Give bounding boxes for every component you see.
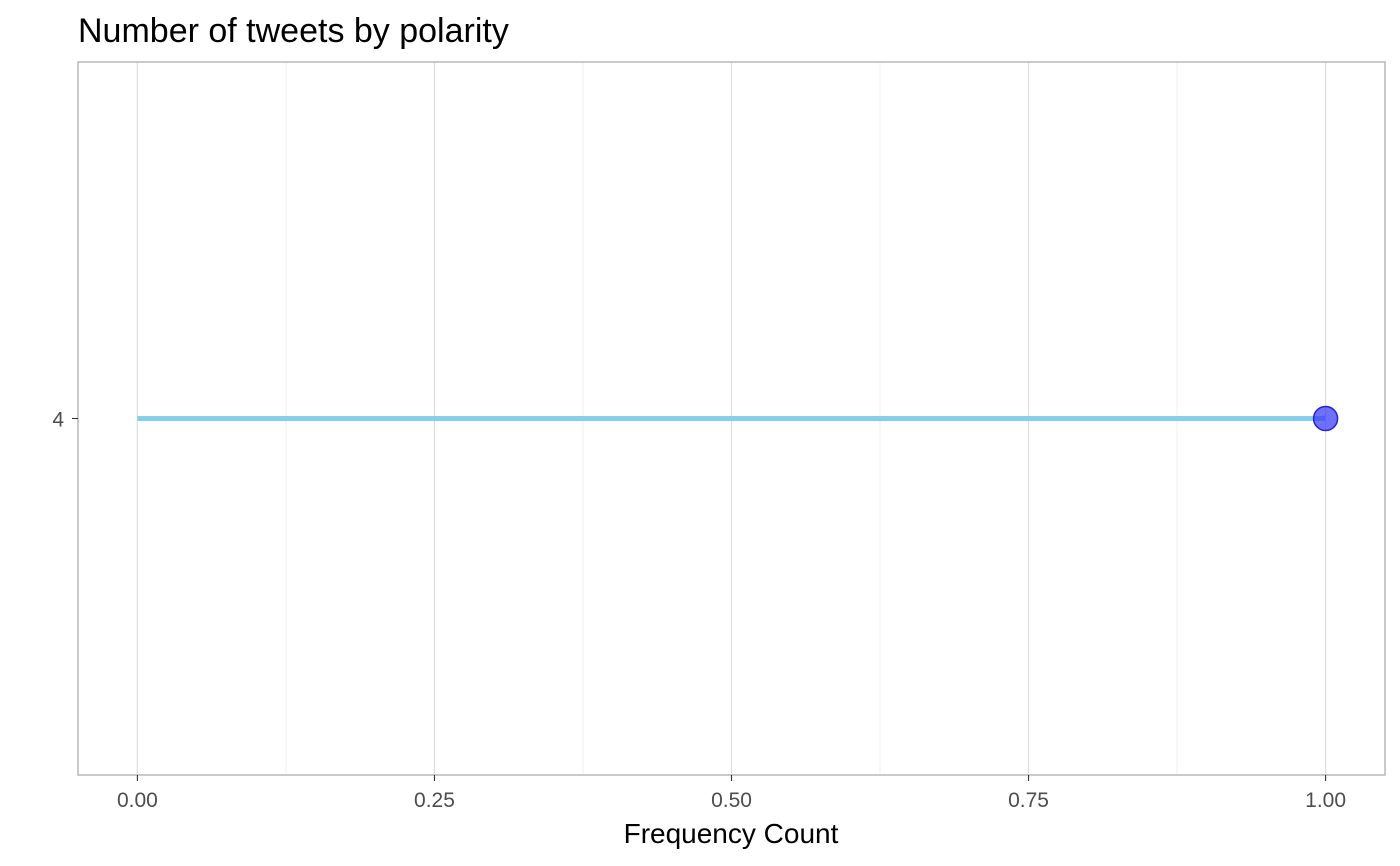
x-axis: 0.00 0.25 0.50 0.75 1.00 [117,775,1346,812]
chart-title: Number of tweets by polarity [78,12,509,50]
y-tick-label: 4 [52,409,64,432]
x-tick-label: 0.00 [117,789,158,812]
data-marks [137,405,1339,432]
x-tick-label: 1.00 [1305,789,1346,812]
y-axis: 4 [52,409,78,432]
x-axis-title: Frequency Count [624,818,839,849]
lollipop-point [1312,405,1339,432]
x-tick-label: 0.25 [414,789,455,812]
x-tick-label: 0.50 [711,789,752,812]
x-tick-label: 0.75 [1008,789,1049,812]
